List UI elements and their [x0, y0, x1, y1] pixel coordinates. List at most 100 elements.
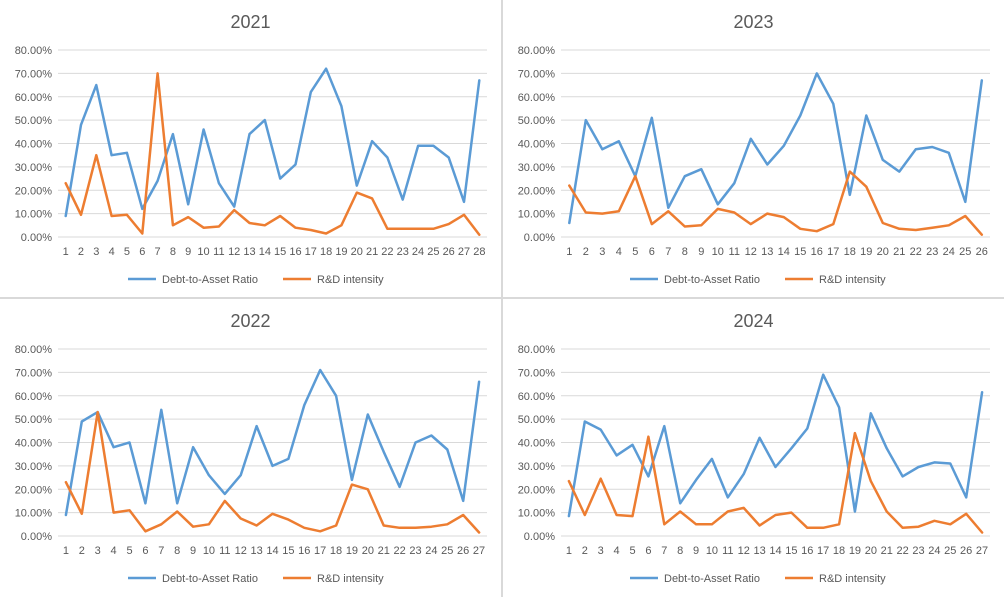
x-tick-label: 8 — [174, 545, 180, 557]
x-tick-label: 25 — [944, 545, 956, 557]
x-tick-label: 4 — [616, 246, 622, 258]
x-tick-label: 20 — [362, 545, 374, 557]
x-tick-label: 22 — [393, 545, 405, 557]
x-tick-label: 24 — [425, 545, 437, 557]
legend-label-debt-to-asset: Debt-to-Asset Ratio — [664, 573, 760, 585]
x-tick-label: 17 — [817, 545, 829, 557]
legend-label-rd-intensity: R&D intensity — [317, 573, 384, 585]
series-line-rd-intensity — [64, 72, 481, 236]
legend: Debt-to-Asset Ratio R&D intensity — [630, 573, 886, 585]
y-tick-label: 40.00% — [15, 438, 53, 450]
series-line-debt-to-asset — [64, 368, 481, 517]
series-line-debt-to-asset — [567, 373, 984, 518]
x-tick-label: 19 — [346, 545, 358, 557]
y-tick-label: 10.00% — [518, 508, 556, 520]
y-tick-label: 0.00% — [21, 232, 52, 244]
x-tick-label: 3 — [95, 545, 101, 557]
y-tick-label: 10.00% — [15, 508, 53, 520]
x-tick-label: 9 — [698, 246, 704, 258]
y-tick-label: 80.00% — [518, 344, 556, 356]
x-tick-label: 5 — [126, 545, 132, 557]
x-tick-label: 4 — [614, 545, 620, 557]
legend-label-debt-to-asset: Debt-to-Asset Ratio — [664, 274, 760, 286]
x-tick-label: 2 — [582, 545, 588, 557]
horizontal-divider — [0, 297, 1004, 299]
x-tick-label: 25 — [959, 246, 971, 258]
x-tick-label: 6 — [142, 545, 148, 557]
chart-svg: 20240.00%10.00%20.00%30.00%40.00%50.00%6… — [518, 311, 990, 585]
y-tick-label: 70.00% — [15, 68, 53, 80]
x-tick-label: 2 — [79, 545, 85, 557]
y-tick-label: 80.00% — [15, 344, 53, 356]
x-tick-label: 22 — [381, 246, 393, 258]
x-tick-label: 14 — [778, 246, 790, 258]
series-line-debt-to-asset — [64, 67, 481, 218]
x-tick-label: 13 — [753, 545, 765, 557]
x-tick-label: 17 — [314, 545, 326, 557]
x-tick-label: 3 — [598, 545, 604, 557]
x-tick-label: 20 — [351, 246, 363, 258]
x-tick-label: 8 — [682, 246, 688, 258]
x-tick-label: 15 — [274, 246, 286, 258]
x-tick-label: 5 — [629, 545, 635, 557]
x-tick-label: 26 — [960, 545, 972, 557]
x-tick-label: 18 — [320, 246, 332, 258]
y-tick-label: 20.00% — [518, 484, 556, 496]
x-tick-label: 20 — [877, 246, 889, 258]
y-tick-label: 60.00% — [518, 92, 556, 104]
x-tick-label: 10 — [706, 545, 718, 557]
chart-title: 2022 — [230, 311, 270, 331]
x-tick-label: 5 — [124, 246, 130, 258]
x-tick-label: 26 — [976, 246, 988, 258]
x-tick-label: 23 — [926, 246, 938, 258]
chart-title: 2024 — [733, 311, 773, 331]
x-tick-label: 13 — [761, 246, 773, 258]
x-tick-label: 7 — [661, 545, 667, 557]
chart-panel-2022: 2022 0.00% 10.00% 20.00% 30.00% 40.00% 50.00% 6… — [0, 299, 501, 597]
y-tick-label: 30.00% — [15, 461, 53, 473]
x-tick-label: 1 — [63, 246, 69, 258]
x-tick-label: 12 — [745, 246, 757, 258]
x-tick-label: 13 — [250, 545, 262, 557]
x-tick-label: 15 — [282, 545, 294, 557]
x-tick-label: 27 — [473, 545, 485, 557]
x-tick-label: 8 — [170, 246, 176, 258]
x-tick-label: 7 — [155, 246, 161, 258]
x-tick-label: 14 — [259, 246, 271, 258]
x-tick-label: 8 — [677, 545, 683, 557]
series-line-rd-intensity — [568, 170, 984, 236]
x-tick-label: 2 — [78, 246, 84, 258]
y-tick-label: 30.00% — [518, 162, 556, 174]
chart-title: 2023 — [733, 12, 773, 32]
chart-panel-2023: 2023 0.00% 10.00% 20.00% 30.00% 40.00% 50.00% 6… — [503, 0, 1004, 297]
x-tick-label: 11 — [219, 545, 230, 557]
chart-svg: 20210.00%10.00%20.00%30.00%40.00%50.00%6… — [15, 12, 487, 286]
chart-panel-2024: 2024 0.00% 10.00% 20.00% 30.00% 40.00% 50.00% 6… — [503, 299, 1004, 597]
x-tick-label: 15 — [785, 545, 797, 557]
y-tick-label: 70.00% — [518, 68, 556, 80]
x-tick-label: 9 — [693, 545, 699, 557]
x-tick-label: 22 — [910, 246, 922, 258]
x-tick-label: 21 — [378, 545, 390, 557]
x-tick-label: 19 — [849, 545, 861, 557]
x-tick-label: 11 — [722, 545, 733, 557]
x-tick-label: 23 — [397, 246, 409, 258]
y-tick-label: 50.00% — [15, 115, 53, 127]
x-tick-label: 1 — [63, 545, 69, 557]
x-tick-label: 25 — [427, 246, 439, 258]
y-tick-label: 10.00% — [518, 209, 556, 221]
x-tick-label: 19 — [860, 246, 872, 258]
y-tick-label: 10.00% — [15, 209, 53, 221]
legend-label-debt-to-asset: Debt-to-Asset Ratio — [162, 573, 258, 585]
x-tick-label: 23 — [912, 545, 924, 557]
x-tick-label: 12 — [228, 246, 240, 258]
series-line-rd-intensity — [567, 431, 984, 534]
x-tick-label: 10 — [197, 246, 209, 258]
legend-label-rd-intensity: R&D intensity — [317, 274, 384, 286]
x-tick-label: 6 — [645, 545, 651, 557]
y-tick-label: 60.00% — [15, 92, 53, 104]
x-tick-label: 19 — [335, 246, 347, 258]
y-tick-label: 50.00% — [518, 414, 556, 426]
x-tick-label: 15 — [794, 246, 806, 258]
